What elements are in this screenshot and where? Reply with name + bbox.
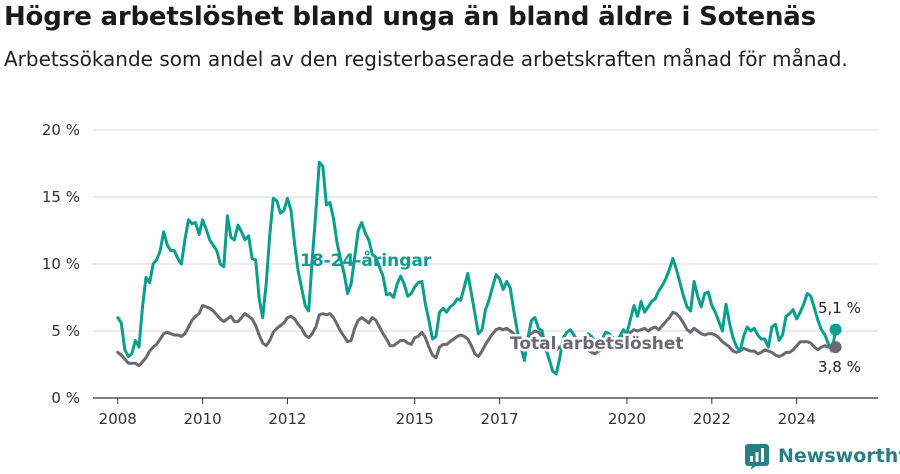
x-tick-label: 2012: [268, 410, 306, 428]
y-tick-label: 5 %: [51, 322, 80, 340]
y-tick-label: 15 %: [42, 188, 80, 206]
series-label-total: Total arbetslöshet: [510, 334, 684, 354]
x-tick-label: 2020: [608, 410, 646, 428]
end-label-total: 3,8 %: [818, 358, 861, 376]
x-tick-label: 2024: [778, 410, 816, 428]
y-tick-label: 0 %: [51, 389, 80, 407]
series-endpoints: [829, 323, 842, 354]
brand-name: Newsworthy: [778, 445, 900, 467]
x-tick-label: 2008: [99, 410, 137, 428]
gridlines: [93, 129, 878, 399]
youth-series-line: [116, 160, 838, 376]
end-label-youth: 5,1 %: [818, 299, 861, 317]
newsworthy-logo-icon: [745, 444, 769, 469]
chart-subtitle: Arbetssökande som andel av den registerb…: [4, 47, 848, 71]
series-lines: [116, 160, 838, 376]
total-endpoint-marker: [829, 341, 842, 354]
x-tick-label: 2010: [184, 410, 222, 428]
y-tick-label: 10 %: [42, 255, 80, 273]
y-axis-tick-labels: 0 % 5 % 10 % 15 % 20 %: [42, 121, 80, 407]
youth-endpoint-marker: [829, 323, 842, 336]
brand-logo: Newsworthy: [744, 442, 900, 470]
x-tick-label: 2022: [693, 410, 731, 428]
total-series-line: [116, 304, 838, 368]
x-axis: 2008 2010 2012 2015 2017 2020 2022 2024: [99, 398, 816, 428]
chart-title: Högre arbetslöshet bland unga än bland ä…: [4, 2, 816, 32]
x-tick-label: 2015: [396, 410, 434, 428]
x-tick-label: 2017: [481, 410, 519, 428]
y-tick-label: 20 %: [42, 121, 80, 139]
series-label-youth: 18-24-åringar: [300, 249, 432, 271]
